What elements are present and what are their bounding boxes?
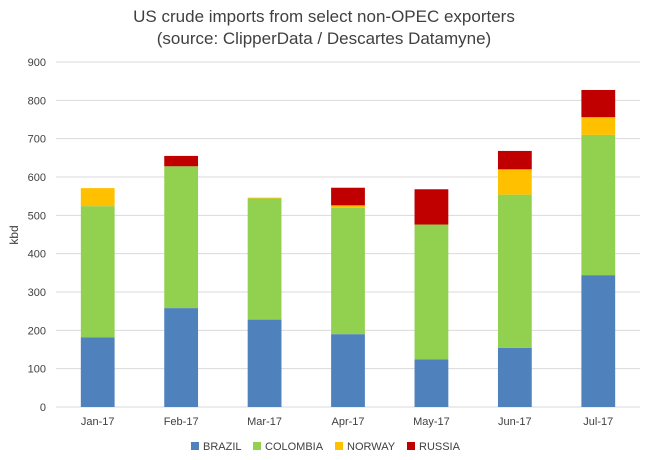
legend-item: BRAZIL (191, 441, 242, 453)
legend-item: NORWAY (335, 441, 396, 453)
y-tick-label: 800 (28, 95, 46, 107)
bar-segment-brazil (331, 334, 365, 407)
bar-segment-russia (414, 189, 449, 225)
y-tick-label: 600 (28, 172, 46, 184)
legend-item: COLOMBIA (253, 441, 324, 453)
y-axis-ticks: 0 100 200 300 400 500 600 700 800 900 (28, 57, 46, 414)
bar-segment-brazil (164, 308, 199, 407)
bar-segment-brazil (80, 337, 115, 407)
bars (80, 89, 616, 407)
y-tick-label: 200 (28, 325, 46, 337)
y-tick-label: 300 (28, 287, 46, 299)
bar-segment-colombia (497, 194, 532, 348)
bar-segment-brazil (414, 359, 449, 407)
y-tick-label: 400 (28, 249, 46, 261)
legend-label: BRAZIL (203, 441, 242, 453)
legend-swatch (335, 442, 343, 450)
bar-segment-norway (331, 205, 365, 208)
bar-segment-colombia (331, 207, 365, 335)
bar-segment-colombia (164, 166, 199, 309)
x-tick-label: Jan-17 (81, 416, 115, 428)
bar-segment-brazil (581, 275, 616, 407)
bar-segment-colombia (581, 134, 616, 276)
bar-segment-norway (581, 117, 616, 135)
x-tick-label: Apr-17 (331, 416, 364, 428)
chart-title: US crude imports from select non-OPEC ex… (133, 7, 515, 26)
legend-item: RUSSIA (407, 441, 461, 453)
y-tick-label: 100 (28, 364, 46, 376)
legend: BRAZIL COLOMBIA NORWAY RUSSIA (191, 441, 461, 453)
bar-segment-russia (497, 150, 532, 170)
bar-segment-norway (80, 188, 115, 207)
legend-swatch (253, 442, 261, 450)
chart-subtitle: (source: ClipperData / Descartes Datamyn… (157, 29, 491, 48)
bar-segment-norway (497, 169, 532, 195)
bar-segment-russia (164, 155, 199, 167)
legend-swatch (191, 442, 199, 450)
y-tick-label: 700 (28, 134, 46, 146)
legend-label: COLOMBIA (265, 441, 324, 453)
bar-segment-colombia (414, 224, 449, 360)
legend-swatch (407, 442, 415, 450)
x-tick-label: Jun-17 (498, 416, 532, 428)
x-tick-label: Feb-17 (164, 416, 199, 428)
bar-segment-russia (331, 187, 365, 206)
y-axis-label: kbd (7, 225, 21, 244)
legend-label: NORWAY (347, 441, 396, 453)
bar-segment-colombia (247, 198, 282, 320)
bar-segment-brazil (247, 319, 282, 407)
bar-segment-colombia (80, 206, 115, 338)
y-tick-label: 0 (40, 402, 46, 414)
x-tick-label: May-17 (413, 416, 450, 428)
bar-segment-brazil (497, 347, 532, 407)
x-tick-label: Mar-17 (247, 416, 282, 428)
legend-label: RUSSIA (419, 441, 461, 453)
x-axis-ticks: Jan-17 Feb-17 Mar-17 Apr-17 May-17 Jun-17 Jul-… (81, 416, 613, 428)
y-tick-label: 500 (28, 210, 46, 222)
bar-segment-norway (247, 197, 282, 199)
x-tick-label: Jul-17 (583, 416, 613, 428)
y-tick-label: 900 (28, 57, 46, 69)
bar-segment-russia (581, 89, 616, 118)
